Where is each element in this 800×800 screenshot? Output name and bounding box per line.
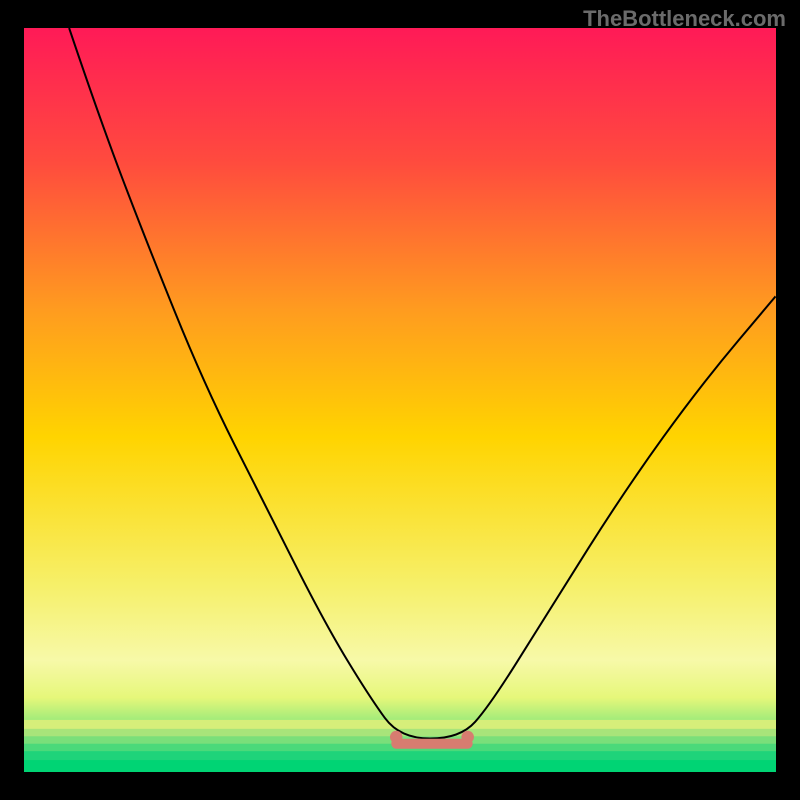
chart-svg [24,28,776,772]
gradient-background [24,28,776,772]
watermark-text: TheBottleneck.com [583,6,786,32]
plot-area [24,28,776,772]
